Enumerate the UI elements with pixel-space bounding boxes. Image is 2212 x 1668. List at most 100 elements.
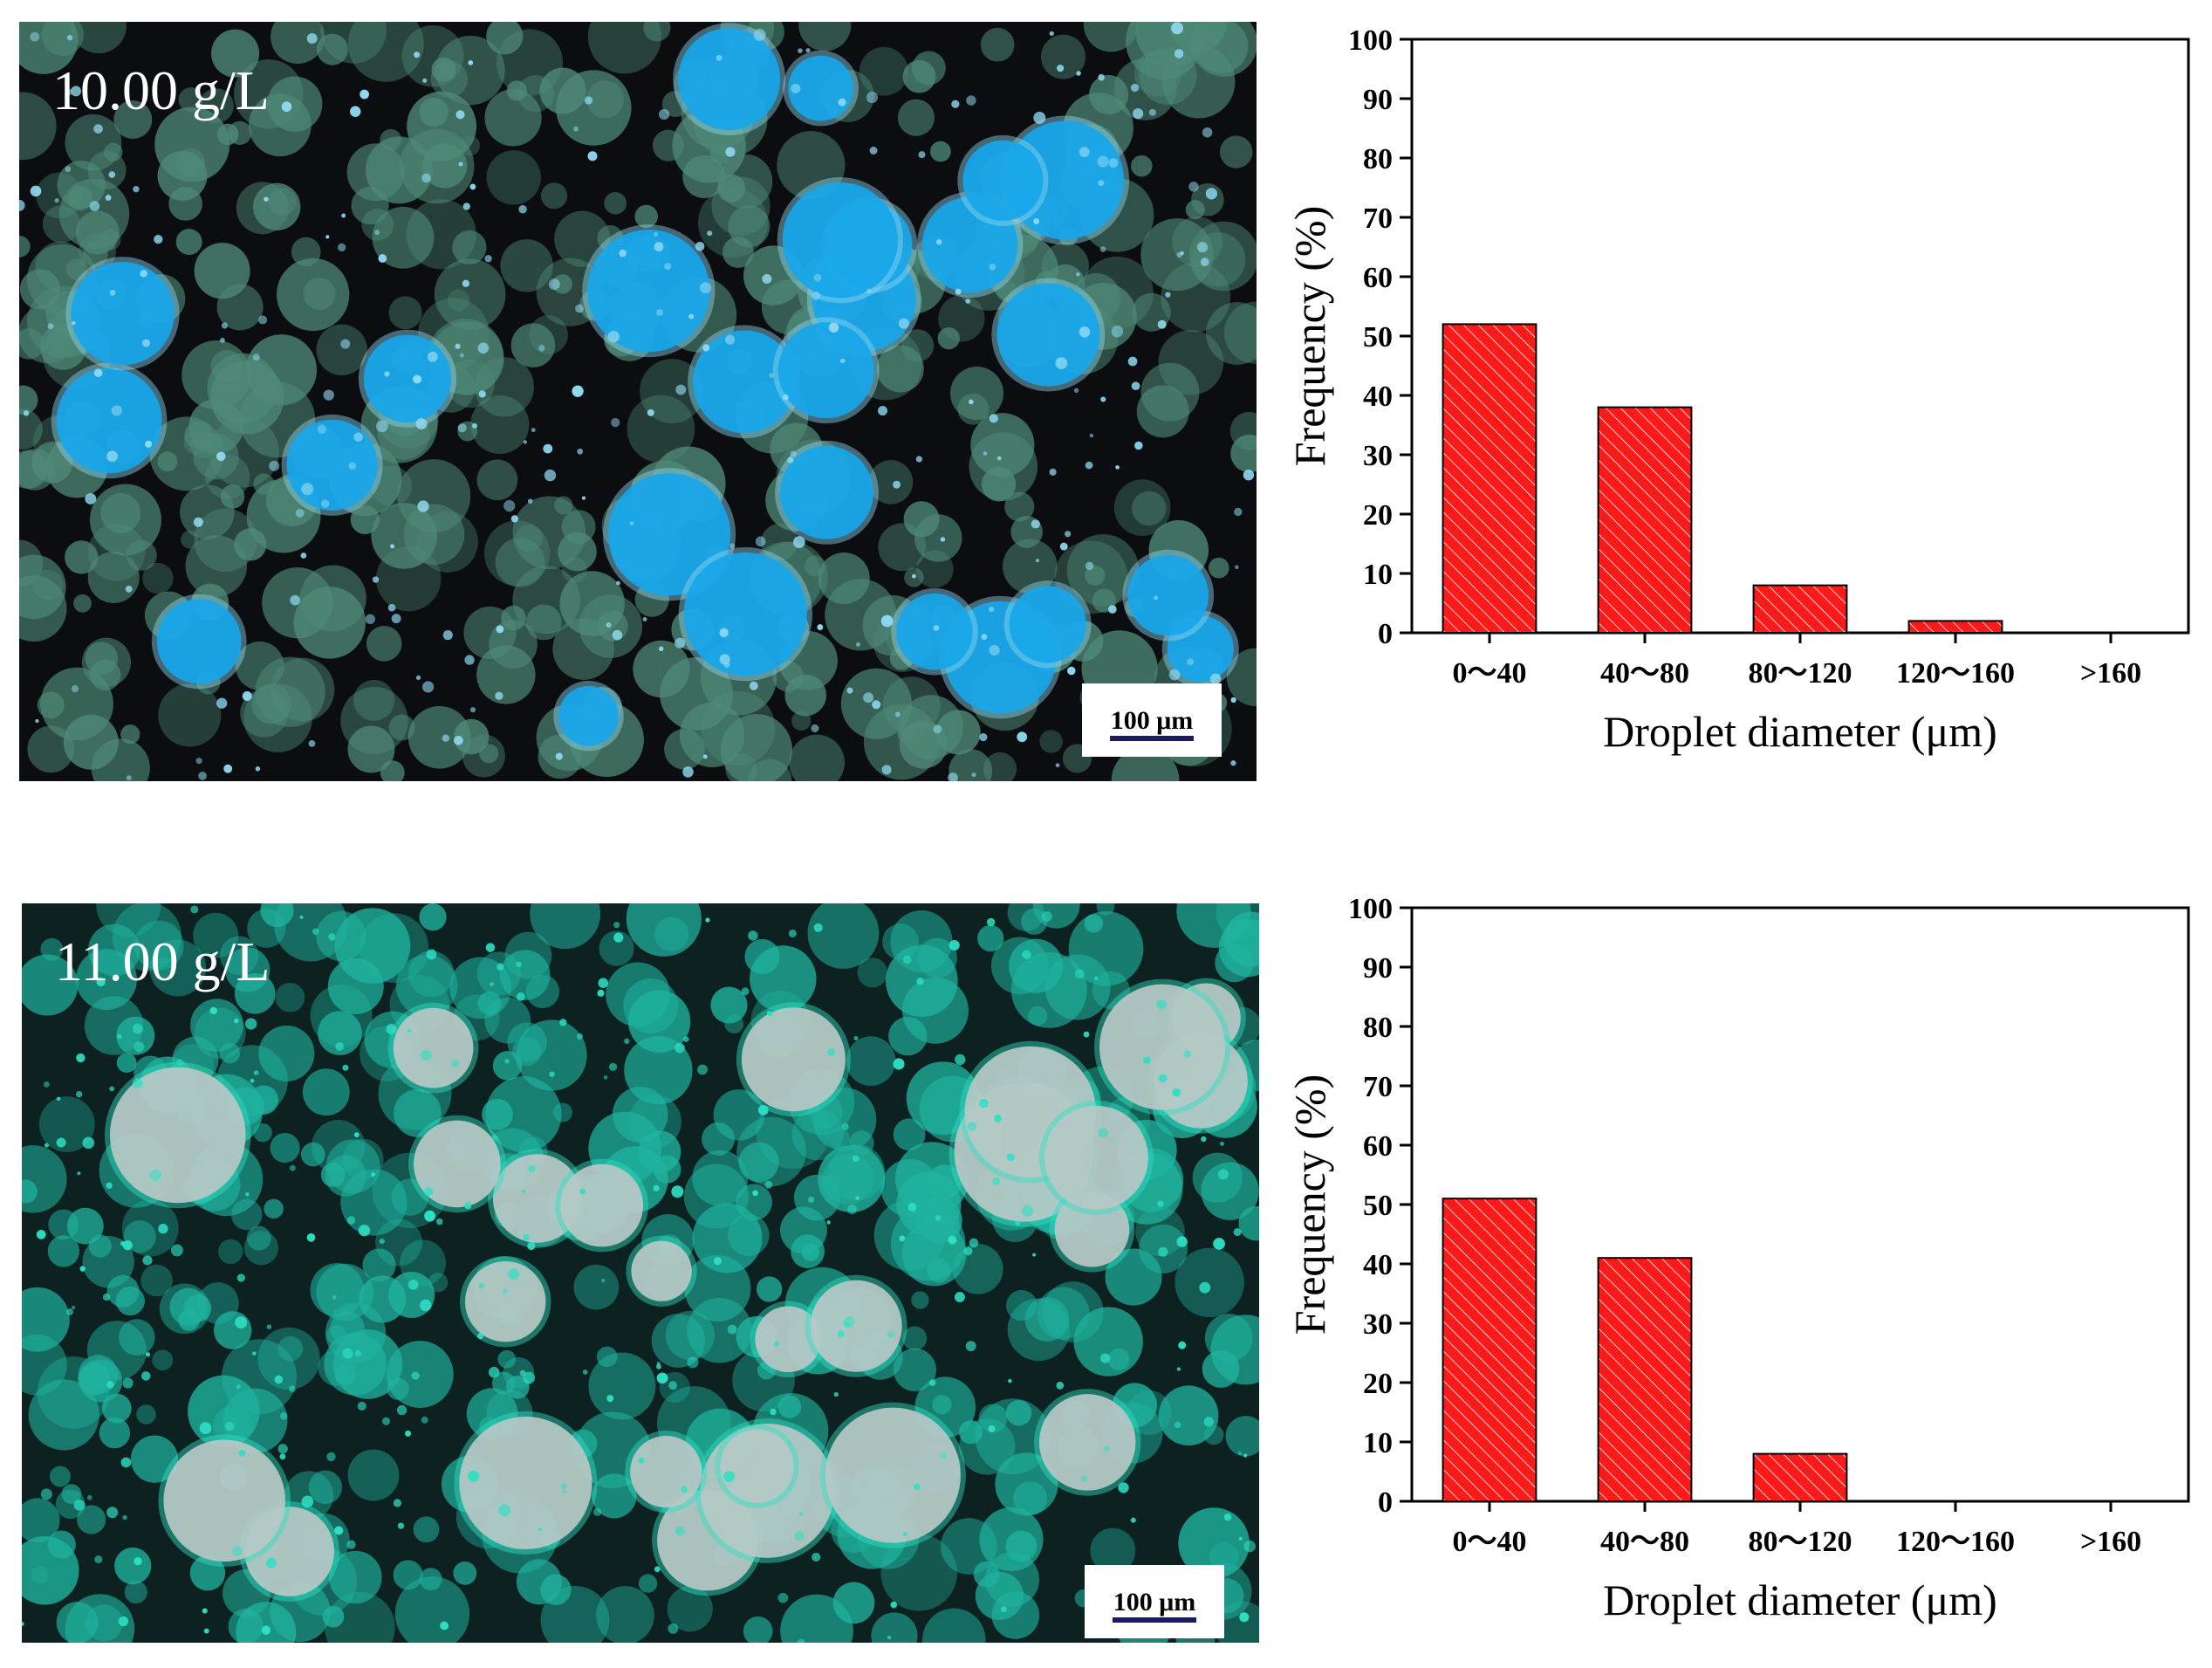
droplet-dot — [504, 1059, 510, 1064]
droplet — [484, 520, 551, 587]
droplet — [510, 323, 556, 367]
droplet-dot — [132, 1078, 143, 1088]
droplet-large — [71, 262, 175, 366]
droplet — [643, 22, 671, 42]
droplet-dot — [235, 1316, 248, 1329]
droplet-dot — [928, 1379, 936, 1386]
droplet-dot — [301, 483, 314, 496]
droplet-dot — [426, 949, 437, 960]
droplet-dot — [606, 621, 612, 628]
droplet-large — [459, 1416, 592, 1550]
droplet — [270, 1132, 300, 1163]
droplet-dot — [611, 417, 620, 428]
droplet — [99, 1417, 131, 1449]
droplet — [556, 70, 632, 146]
droplet-dot — [683, 1036, 689, 1042]
droplet-dot — [111, 405, 122, 416]
droplet — [49, 1466, 71, 1487]
droplet — [113, 100, 153, 140]
droplet — [87, 923, 140, 977]
droplet — [832, 1582, 875, 1624]
droplet-dot — [612, 629, 623, 641]
droplet-dot — [141, 339, 150, 347]
droplet — [1131, 154, 1153, 177]
droplet — [100, 493, 141, 533]
droplet-dot — [43, 1081, 50, 1088]
droplet-dot — [1100, 396, 1106, 402]
droplet — [65, 258, 88, 281]
droplet-dot — [1171, 22, 1184, 35]
droplet — [1113, 58, 1177, 120]
droplet-dot — [890, 1601, 898, 1609]
droplet-dot — [828, 322, 839, 333]
droplet-dot — [971, 772, 976, 778]
droplet-dot — [472, 422, 478, 429]
droplet-dot — [54, 198, 59, 203]
droplet-dot — [96, 977, 106, 987]
droplet-dot — [478, 1282, 484, 1289]
droplet — [1131, 491, 1167, 526]
droplet-large — [996, 283, 1100, 387]
droplet-dot — [687, 1356, 699, 1369]
droplet-dot — [30, 185, 42, 197]
droplet-large — [1054, 1191, 1130, 1267]
droplet-dot — [108, 171, 116, 178]
droplet — [152, 1349, 174, 1371]
droplet — [235, 641, 284, 690]
droplet-dot — [899, 1235, 906, 1242]
droplet-dot — [462, 202, 470, 210]
droplet — [1021, 908, 1048, 935]
droplet — [124, 1581, 147, 1604]
droplet — [388, 296, 422, 330]
droplet — [253, 182, 301, 231]
droplet-dot — [1056, 1382, 1065, 1390]
droplet — [362, 1248, 396, 1282]
droplet-dot — [1180, 251, 1184, 256]
droplet-dot — [603, 1074, 608, 1080]
droplet-dot — [675, 384, 687, 395]
droplet-dot — [1130, 1517, 1136, 1523]
droplet — [395, 955, 458, 1017]
droplet-dot — [232, 1546, 243, 1556]
droplet-dot — [951, 100, 960, 108]
droplet-dot — [1234, 507, 1243, 517]
droplet-dot — [144, 440, 153, 448]
droplet — [728, 205, 770, 248]
y-tick-label: 80 — [1363, 143, 1393, 175]
droplet — [267, 76, 323, 132]
droplet-dot — [120, 1240, 126, 1246]
droplet-dot — [538, 1527, 542, 1532]
droplet — [56, 1602, 99, 1643]
droplet-dot — [1237, 1451, 1243, 1456]
droplet-dot — [1239, 1612, 1250, 1623]
droplet-dot — [996, 456, 1002, 461]
droplet-dot — [106, 1182, 113, 1190]
droplet — [890, 910, 953, 973]
x-axis-label: Droplet diameter (μm) — [1603, 707, 1997, 756]
droplet-dot — [105, 195, 112, 202]
droplet-dot — [598, 978, 609, 988]
droplet — [596, 1346, 618, 1368]
droplet — [372, 206, 435, 269]
droplet-dot — [613, 922, 620, 929]
droplet-dot — [1213, 1238, 1225, 1250]
droplet — [116, 1016, 155, 1055]
droplet-dot — [102, 1293, 111, 1301]
droplet-dot — [994, 1114, 1002, 1122]
droplet-dot — [1118, 1482, 1129, 1493]
droplet-dot — [688, 313, 695, 319]
droplet-dot — [675, 637, 686, 649]
droplet-dot — [713, 1257, 722, 1266]
droplet-dot — [1098, 180, 1105, 187]
droplet-dot — [1049, 468, 1057, 476]
droplet — [653, 1155, 681, 1184]
droplet-dot — [442, 630, 453, 641]
droplet-dot — [332, 1294, 337, 1300]
droplet — [482, 1098, 513, 1130]
droplet — [995, 1452, 1058, 1516]
droplet — [497, 1349, 517, 1369]
droplet-dot — [199, 1422, 212, 1435]
droplet-dot — [253, 1070, 259, 1076]
droplet-dot — [73, 1499, 86, 1511]
droplet-dot — [555, 752, 563, 760]
